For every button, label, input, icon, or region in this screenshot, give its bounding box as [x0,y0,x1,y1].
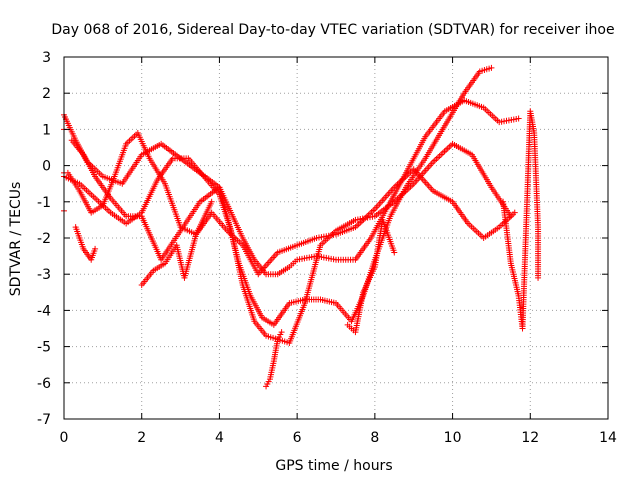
y-tick-label: -5 [37,340,51,356]
gridlines [64,57,608,419]
data-point [511,209,518,216]
data-point [515,115,522,122]
data-point [278,329,285,336]
y-tick-label: -3 [37,267,51,283]
y-tick-label: -4 [37,303,51,319]
x-tick-label: 6 [293,430,302,446]
x-tick-label: 0 [60,430,69,446]
y-axis-title: SDTVAR / TECUs [8,182,24,297]
y-tick-label: -6 [37,376,51,392]
y-tick-label: 3 [42,50,51,66]
data-point [391,249,398,256]
x-tick-label: 8 [370,430,379,446]
x-axis-title: GPS time / hours [275,458,392,474]
data-point [208,198,215,205]
data-point [488,64,495,71]
y-tick-label: 1 [42,122,51,138]
x-tick-label: 4 [215,430,224,446]
x-tick-label: 12 [521,430,539,446]
y-tick-label: -7 [37,412,51,428]
x-tick-label: 2 [137,430,146,446]
data-marks [61,64,542,390]
y-tick-label: -2 [37,231,51,247]
x-tick-label: 10 [444,430,462,446]
chart-title: Day 068 of 2016, Sidereal Day-to-day VTE… [51,22,614,38]
y-tick-label: 2 [42,86,51,102]
y-tick-label: 0 [42,159,51,175]
data-point [535,274,542,281]
data-point [92,245,99,252]
y-tick-label: -1 [37,195,51,211]
x-tick-label: 14 [599,430,617,446]
